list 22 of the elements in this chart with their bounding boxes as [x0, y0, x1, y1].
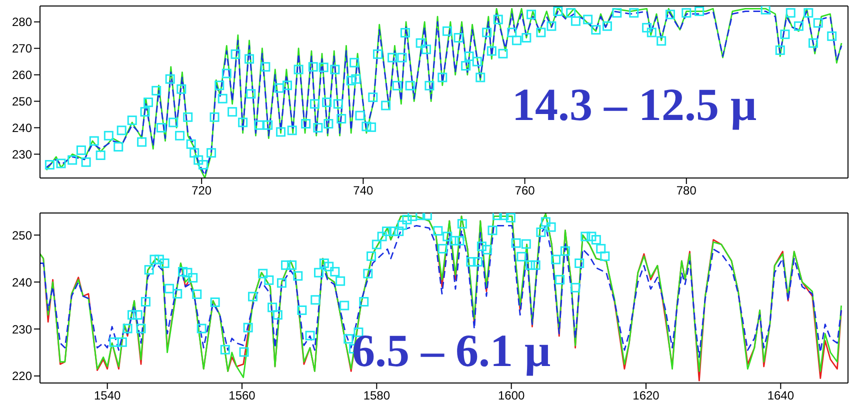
x-tick-label: 1560	[228, 388, 256, 403]
annotation: 6.5 – 6.1 μ	[352, 325, 551, 376]
y-tick-label: 260	[12, 68, 32, 82]
y-tick-label: 240	[12, 120, 32, 135]
x-tick-label: 780	[676, 184, 697, 198]
y-tick-label: 230	[12, 147, 32, 162]
y-tick-label: 280	[12, 15, 32, 30]
x-tick-label: 1580	[363, 388, 390, 403]
x-tick-label: 1640	[767, 388, 794, 403]
x-tick-label: 1620	[632, 388, 660, 403]
annotation: 14.3 – 12.5 μ	[512, 79, 757, 130]
y-tick-label: 220	[12, 369, 32, 384]
y-tick-label: 250	[12, 94, 32, 109]
y-tick-label: 230	[12, 322, 32, 336]
y-tick-label: 240	[12, 275, 32, 290]
y-tick-label: 270	[12, 42, 32, 56]
y-tick-label: 250	[12, 228, 32, 242]
x-tick-label: 720	[192, 184, 212, 198]
x-tick-label: 740	[353, 184, 374, 198]
x-tick-label: 1600	[498, 388, 526, 403]
x-tick-label: 1540	[94, 388, 122, 403]
x-tick-label: 760	[514, 184, 536, 198]
